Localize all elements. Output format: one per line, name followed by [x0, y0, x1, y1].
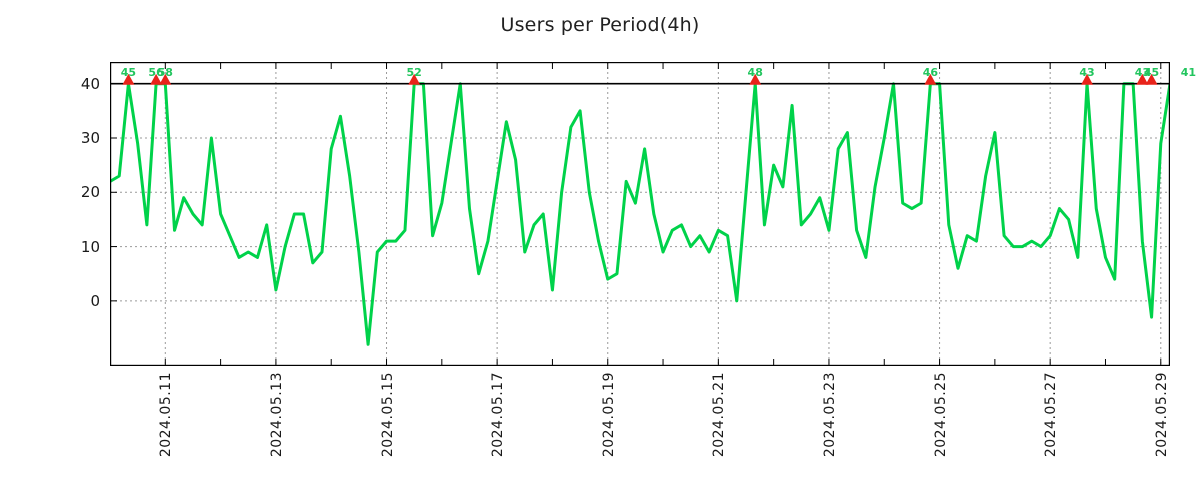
x-axis-tick-label: 2024.05.21: [711, 372, 728, 458]
marker-value-label: 52: [406, 66, 422, 79]
x-axis-tick-label: 2024.05.27: [1043, 372, 1060, 458]
threshold-exceed-marker: [1081, 73, 1094, 85]
threshold-exceed-marker: [122, 73, 135, 85]
marker-value-label: 41: [1180, 66, 1197, 79]
data-line-users-per-period: [110, 82, 1170, 346]
y-axis-tick-label: 40: [80, 74, 100, 93]
chart-title: Users per Period(4h): [500, 14, 700, 36]
marker-value-label: 43: [1079, 66, 1095, 79]
marker-value-label: 48: [747, 66, 763, 79]
x-axis-tick-label: 2024.05.15: [379, 372, 396, 458]
x-axis-tick-label: 2024.05.25: [932, 372, 949, 458]
marker-value-label: 45: [1143, 66, 1160, 79]
marker-value-label: 56: [148, 66, 164, 79]
threshold-exceed-marker: [924, 73, 937, 85]
x-axis-tick-label: 2024.05.19: [600, 372, 617, 458]
x-axis-tick-label: 2024.05.29: [1153, 372, 1170, 458]
threshold-exceed-marker: [159, 73, 172, 85]
marker-value-label: 58: [157, 66, 173, 79]
y-axis-labels: 0 10 20 30 40: [0, 0, 100, 500]
threshold-exceed-marker: [749, 73, 762, 85]
x-axis-tick-label: 2024.05.13: [268, 372, 285, 458]
threshold-exceed-marker: [150, 73, 163, 85]
marker-value-label: 46: [922, 66, 938, 79]
x-axis-tick-label: 2024.05.17: [490, 372, 507, 458]
y-axis-tick-label: 30: [80, 129, 100, 147]
plot-border: [110, 62, 1170, 366]
x-axis-tick-label: 2024.05.11: [158, 372, 175, 458]
threshold-exceed-marker: [1136, 73, 1149, 85]
plot-area: [110, 62, 1170, 366]
x-axis-tick-label: 2024.05.23: [821, 372, 838, 458]
y-axis-tick-label: 20: [80, 183, 100, 202]
threshold-exceed-marker: [408, 73, 421, 85]
marker-value-label: 45: [120, 66, 137, 79]
threshold-exceed-marker: [1145, 73, 1158, 85]
chart-svg: [110, 62, 1170, 366]
y-axis-tick-label: 0: [90, 291, 100, 310]
y-axis-tick-label: 10: [80, 237, 100, 256]
marker-value-label: 43: [1134, 66, 1150, 79]
